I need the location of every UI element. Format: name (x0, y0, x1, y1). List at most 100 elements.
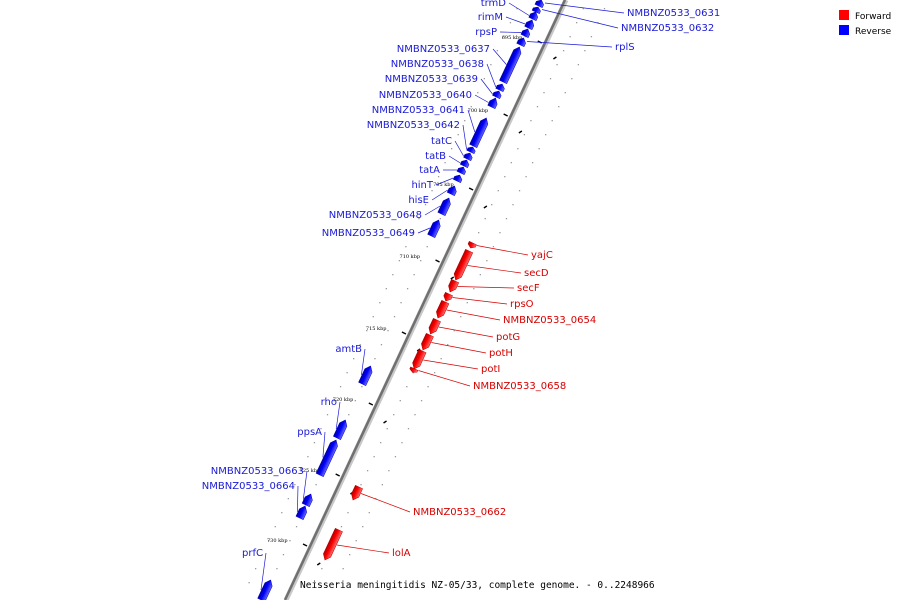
guide-dot (348, 414, 350, 416)
gene-label-nmbnz0533-0662[interactable]: NMBNZ0533_0662 (413, 507, 506, 518)
gene-label-trmd[interactable]: trmD (481, 0, 507, 9)
gene-label-nmbnz0533-0649[interactable]: NMBNZ0533_0649 (322, 228, 415, 239)
gene-label-rpsp[interactable]: rpsP (475, 27, 497, 38)
gene-label-tatc[interactable]: tatC (431, 136, 452, 147)
guide-dot (340, 526, 343, 528)
gene-label-nmbnz0533-0640[interactable]: NMBNZ0533_0640 (379, 90, 472, 101)
guide-dot (361, 386, 363, 388)
minor-tick (483, 205, 488, 209)
gene-label-rpso[interactable]: rpsO (510, 299, 534, 310)
gene-feature-nmbnz0533-0637[interactable] (499, 45, 524, 85)
gene-label-secf[interactable]: secF (517, 283, 540, 294)
gene-feature-nmbnz0533-0632[interactable] (531, 5, 542, 15)
gene-label-nmbnz0533-0663[interactable]: NMBNZ0533_0663 (211, 466, 304, 477)
guide-dot (261, 554, 263, 556)
gene-feature-secd[interactable] (452, 248, 474, 281)
gene-feature-nmbnz0533-0662[interactable] (349, 484, 363, 501)
gene-label-hint[interactable]: hinT (411, 180, 433, 191)
gene-label-secd[interactable]: secD (524, 268, 549, 279)
gene-feature-nmbnz0533-0641[interactable] (469, 116, 490, 149)
gene-feature-lola[interactable] (321, 527, 343, 561)
gene-label-yajc[interactable]: yajC (531, 250, 553, 261)
gene-feature-rpsp[interactable] (520, 27, 532, 39)
gene-feature-yajc[interactable] (467, 240, 477, 249)
gene-feature-rpso[interactable] (442, 291, 453, 302)
guide-dot (374, 358, 376, 360)
gene-feature-rimm[interactable] (524, 18, 536, 31)
gene-feature-nmbnz0533-0640[interactable] (487, 96, 499, 110)
gene-label-ppsa[interactable]: ppsA (297, 427, 322, 438)
gene-label-nmbnz0533-0658[interactable]: NMBNZ0533_0658 (473, 381, 566, 392)
gene-label-nmbnz0533-0642[interactable]: NMBNZ0533_0642 (367, 120, 460, 131)
gene-label-rpls[interactable]: rplS (615, 42, 635, 53)
gene-feature-nmbnz0533-0663[interactable] (301, 492, 314, 508)
gene-feature-nmbnz0533-0642[interactable] (466, 145, 477, 155)
guide-dot (406, 288, 409, 290)
gene-label-tatb[interactable]: tatB (425, 151, 446, 162)
gene-connector (457, 286, 515, 289)
gene-label-potg[interactable]: potG (496, 332, 520, 343)
gene-feature-nmbnz0533-0649[interactable] (427, 218, 443, 239)
gene-label-prfc[interactable]: prfC (242, 548, 263, 559)
tick-label: 725 kbp (300, 468, 321, 474)
guide-dot (398, 260, 401, 262)
guide-dot (431, 190, 433, 192)
guide-dot (289, 540, 291, 542)
guide-dot (255, 568, 257, 570)
gene-label-lola[interactable]: lolA (392, 548, 411, 559)
gene-label-nmbnz0533-0638[interactable]: NMBNZ0533_0638 (391, 59, 484, 70)
gene-feature-nmbnz0533-0664[interactable] (295, 504, 309, 521)
guide-dot (426, 246, 428, 248)
gene-feature-prfc[interactable] (257, 578, 275, 600)
gene-label-poth[interactable]: potH (489, 348, 513, 359)
gene-feature-tatb[interactable] (459, 158, 470, 169)
gene-label-nmbnz0533-0632[interactable]: NMBNZ0533_0632 (621, 23, 714, 34)
legend: Forward Reverse (839, 10, 892, 37)
gene-feature-nmbnz0533-0658[interactable] (409, 366, 419, 374)
gene-feature-hint[interactable] (452, 173, 463, 184)
gene-feature-poti[interactable] (410, 348, 427, 370)
gene-connector (492, 48, 507, 65)
guide-dot (479, 274, 481, 276)
gene-feature-potg[interactable] (427, 317, 441, 335)
gene-feature-nmbnz0533-0648[interactable] (437, 196, 453, 217)
gene-label-nmbnz0533-0641[interactable]: NMBNZ0533_0641 (372, 105, 465, 116)
gene-connector (541, 9, 619, 29)
gene-feature-nmbnz0533-0631[interactable] (534, 0, 545, 9)
guide-dot (453, 330, 455, 332)
gene-label-nmbnz0533-0664[interactable]: NMBNZ0533_0664 (202, 481, 295, 492)
gene-label-rho[interactable]: rho (321, 397, 337, 408)
legend-label-forward: Forward (855, 12, 891, 22)
gene-label-nmbnz0533-0631[interactable]: NMBNZ0533_0631 (627, 8, 720, 19)
gene-feature-ppsa[interactable] (315, 438, 340, 478)
gene-label-nmbnz0533-0639[interactable]: NMBNZ0533_0639 (385, 74, 478, 85)
tick-marks: 695 kbp 700 kbp 705 kbp 710 kbp 715 kbp 720 k… (267, 35, 557, 566)
gene-label-nmbnz0533-0654[interactable]: NMBNZ0533_0654 (503, 315, 596, 326)
gene-feature-nmbnz0533-0639[interactable] (492, 89, 502, 100)
gene-feature-tatc[interactable] (463, 151, 474, 162)
guide-dot (407, 428, 410, 430)
gene-feature-tata[interactable] (456, 165, 467, 176)
gene-feature-rpls[interactable] (516, 36, 528, 48)
gene-feature-secf[interactable] (446, 278, 460, 293)
guide-dot (274, 526, 276, 528)
gene-feature-trmd[interactable] (528, 10, 540, 22)
guide-dot (558, 106, 560, 108)
gene-label-amtb[interactable]: amtB (335, 344, 362, 355)
gene-feature-hise[interactable] (446, 184, 458, 197)
guide-dot (603, 8, 606, 10)
gene-label-nmbnz0533-0637[interactable]: NMBNZ0533_0637 (397, 44, 490, 55)
guide-dot (418, 218, 420, 220)
gene-label-tata[interactable]: tatA (419, 165, 440, 176)
gene-feature-rho[interactable] (333, 418, 349, 441)
gene-feature-nmbnz0533-0654[interactable] (434, 299, 450, 319)
gene-label-rimm[interactable]: rimM (478, 12, 503, 23)
tick-label: 720 kbp (333, 397, 354, 403)
gene-feature-nmbnz0533-0638[interactable] (495, 82, 506, 93)
gene-label-poti[interactable]: potI (481, 364, 500, 375)
gene-feature-poth[interactable] (419, 332, 434, 351)
gene-feature-amtb[interactable] (358, 364, 375, 387)
gene-label-hise[interactable]: hisE (408, 195, 429, 206)
gene-label-nmbnz0533-0648[interactable]: NMBNZ0533_0648 (329, 210, 422, 221)
gene-connector (336, 544, 390, 554)
